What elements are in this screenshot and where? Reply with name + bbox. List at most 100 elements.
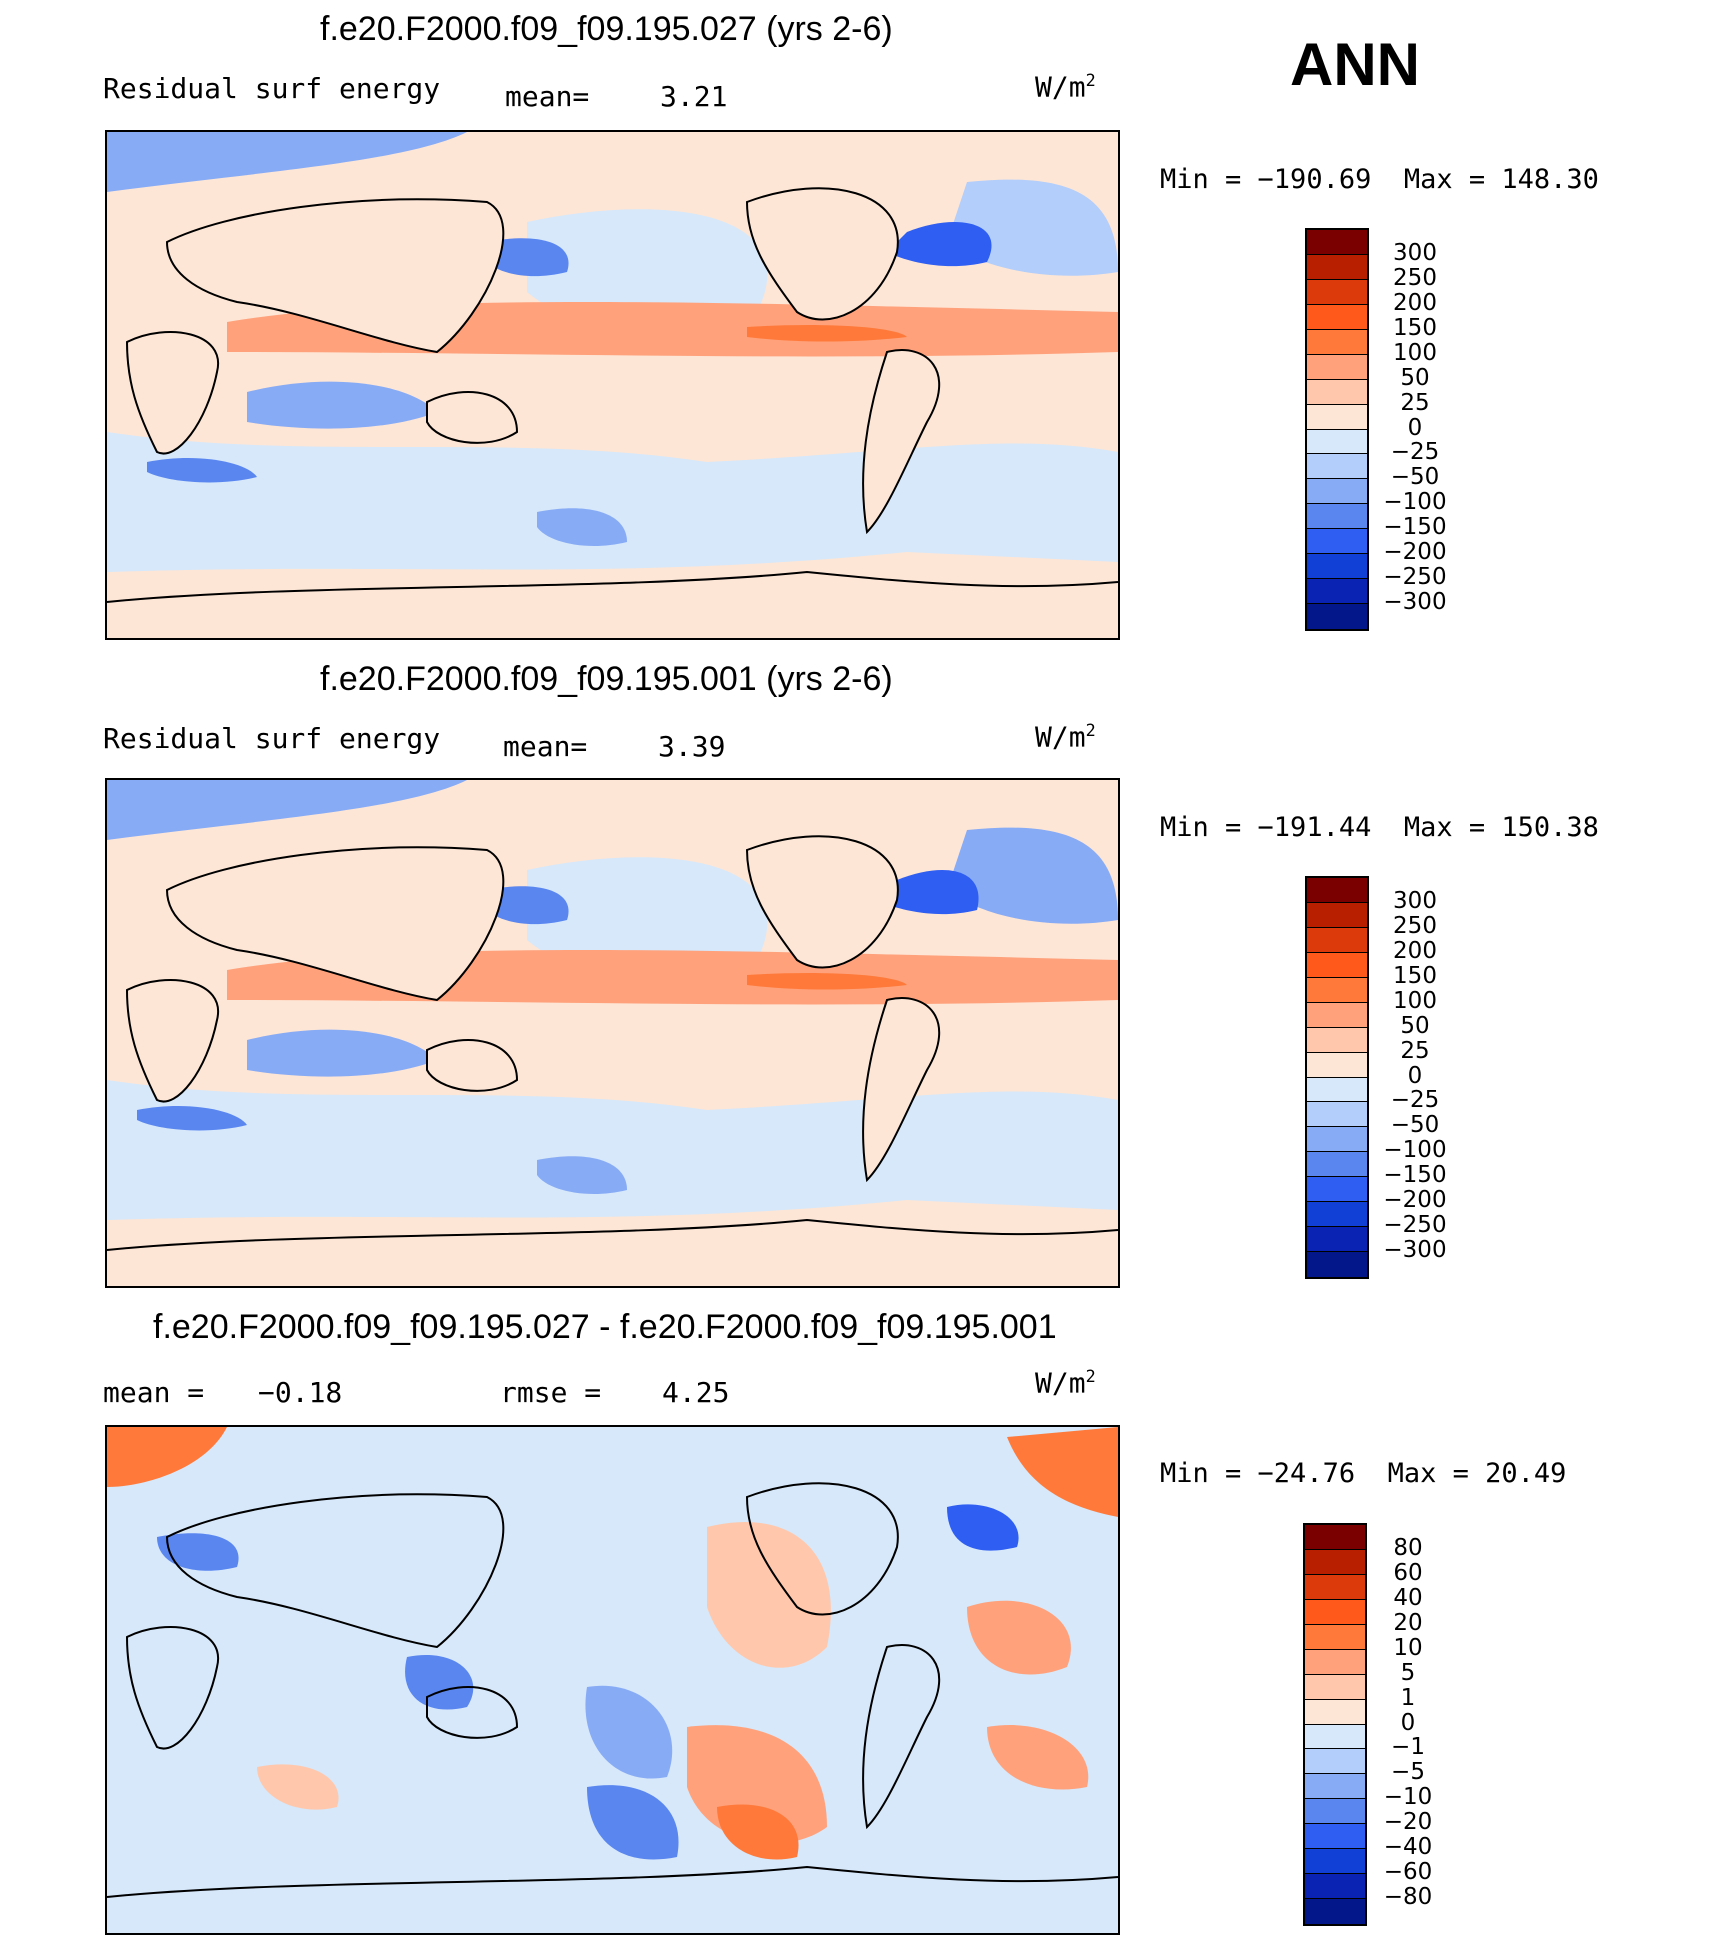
panel2-minmax: Min = −191.44 Max = 150.38 [1160, 812, 1599, 843]
colorbar-level-label: 20 [1393, 1609, 1423, 1636]
colorbar-swatch [1307, 878, 1367, 903]
panel3-coastlines [107, 1482, 1118, 1898]
panel2-map [105, 778, 1120, 1288]
colorbar-swatch [1305, 1874, 1365, 1900]
colorbar-level-label: −25 [1390, 439, 1440, 466]
panel1-minmax: Min = −190.69 Max = 148.30 [1160, 164, 1599, 195]
colorbar-level-label: 250 [1393, 912, 1437, 939]
colorbar-level-label: 60 [1393, 1559, 1423, 1586]
colorbar-level-label: 80 [1393, 1534, 1423, 1561]
panel3-colorbar [1303, 1523, 1367, 1926]
colorbar-swatch [1307, 1177, 1367, 1203]
panel3-max-value: 20.49 [1485, 1458, 1567, 1489]
panel1-min-label: Min = [1160, 164, 1242, 195]
panel3-units: W/m2 [1035, 1366, 1096, 1400]
colorbar-level-label: 100 [1393, 987, 1437, 1014]
colorbar-swatch [1307, 1152, 1367, 1178]
colorbar-level-label: 300 [1393, 887, 1437, 914]
colorbar-swatch [1305, 1774, 1365, 1800]
panel1-min-value: −190.69 [1257, 164, 1372, 195]
colorbar-level-label: −300 [1383, 1237, 1447, 1264]
panel2-min-value: −191.44 [1257, 812, 1372, 843]
panel3-title: f.e20.F2000.f09_f09.195.027 - f.e20.F200… [153, 1308, 1057, 1346]
colorbar-level-label: −10 [1383, 1784, 1433, 1811]
colorbar-swatch [1305, 1549, 1365, 1575]
colorbar-level-label: 0 [1400, 1709, 1416, 1736]
colorbar-swatch [1305, 1799, 1365, 1825]
colorbar-level-label: 150 [1393, 962, 1437, 989]
colorbar-swatch [1307, 952, 1367, 978]
colorbar-swatch [1307, 1202, 1367, 1228]
colorbar-swatch [1307, 1052, 1367, 1078]
colorbar-swatch [1307, 1077, 1367, 1103]
panel3-rmse-value: 4.25 [662, 1376, 730, 1409]
colorbar-swatch [1305, 1849, 1365, 1875]
colorbar-swatch [1307, 429, 1367, 455]
colorbar-swatch [1305, 1749, 1365, 1775]
colorbar-level-label: 1 [1400, 1684, 1416, 1711]
panel2-mean-value: 3.39 [658, 730, 726, 763]
panel1-coastlines [107, 187, 1118, 603]
colorbar-level-label: −150 [1383, 514, 1447, 541]
panel2-variable-label: Residual surf energy [103, 722, 441, 755]
colorbar-swatch [1307, 927, 1367, 953]
colorbar-swatch [1307, 1227, 1367, 1253]
panel1-mean-value: 3.21 [660, 80, 728, 113]
colorbar-level-label: 10 [1393, 1634, 1423, 1661]
colorbar-level-label: −60 [1383, 1859, 1433, 1886]
panel3-rmse-label: rmse = [500, 1376, 602, 1409]
panel2-max-value: 150.38 [1501, 812, 1599, 843]
panel1-title: f.e20.F2000.f09_f09.195.027 (yrs 2-6) [320, 10, 893, 48]
panel1-max-label: Max = [1403, 164, 1486, 195]
colorbar-level-label: −250 [1383, 1212, 1447, 1239]
colorbar-level-label: 0 [1407, 1062, 1423, 1089]
colorbar-swatch [1305, 1599, 1365, 1625]
panel3-map [105, 1425, 1120, 1935]
colorbar-swatch [1307, 977, 1367, 1003]
colorbar-swatch [1307, 230, 1367, 255]
panel3-mean-label: mean = [103, 1376, 205, 1409]
colorbar-swatch [1307, 354, 1367, 380]
colorbar-level-label: −300 [1383, 589, 1447, 616]
panel1-units: W/m2 [1035, 70, 1096, 104]
colorbar-swatch [1305, 1574, 1365, 1600]
colorbar-level-label: 25 [1400, 389, 1430, 416]
colorbar-swatch [1307, 1027, 1367, 1053]
colorbar-level-label: −20 [1383, 1809, 1433, 1836]
colorbar-swatch [1307, 902, 1367, 928]
panel2-colorbar [1305, 876, 1369, 1279]
colorbar-swatch [1307, 379, 1367, 405]
panel3-min-value: −24.76 [1257, 1458, 1356, 1489]
panel1-mean-label: mean= [505, 80, 590, 113]
colorbar-level-label: 100 [1393, 339, 1437, 366]
panel3-map-field [107, 1427, 1118, 1933]
colorbar-swatch [1307, 1252, 1367, 1277]
colorbar-level-label: −250 [1383, 564, 1447, 591]
colorbar-level-label: −25 [1390, 1087, 1440, 1114]
colorbar-level-label: −100 [1383, 1137, 1447, 1164]
panel1-variable-label: Residual surf energy [103, 72, 441, 105]
colorbar-swatch [1305, 1674, 1365, 1700]
colorbar-level-label: 250 [1393, 264, 1437, 291]
colorbar-level-label: 300 [1393, 239, 1437, 266]
panel2-min-label: Min = [1160, 812, 1242, 843]
panel2-mean-label: mean= [503, 730, 588, 763]
colorbar-swatch [1305, 1525, 1365, 1550]
colorbar-level-label: −5 [1391, 1759, 1425, 1786]
colorbar-level-label: −50 [1390, 464, 1440, 491]
season-label: ANN [1290, 31, 1420, 98]
colorbar-swatch [1307, 1127, 1367, 1153]
colorbar-level-label: 5 [1400, 1659, 1416, 1686]
panel2-max-label: Max = [1403, 812, 1486, 843]
colorbar-swatch [1307, 554, 1367, 580]
panel2-map-field [107, 780, 1118, 1286]
colorbar-swatch [1307, 404, 1367, 430]
colorbar-swatch [1305, 1624, 1365, 1650]
colorbar-swatch [1305, 1899, 1365, 1924]
panel2-units: W/m2 [1035, 720, 1096, 754]
colorbar-swatch [1305, 1824, 1365, 1850]
colorbar-level-label: −200 [1383, 1187, 1447, 1214]
colorbar-level-label: −200 [1383, 539, 1447, 566]
colorbar-swatch [1307, 254, 1367, 280]
panel3-mean-value: −0.18 [258, 1376, 343, 1409]
